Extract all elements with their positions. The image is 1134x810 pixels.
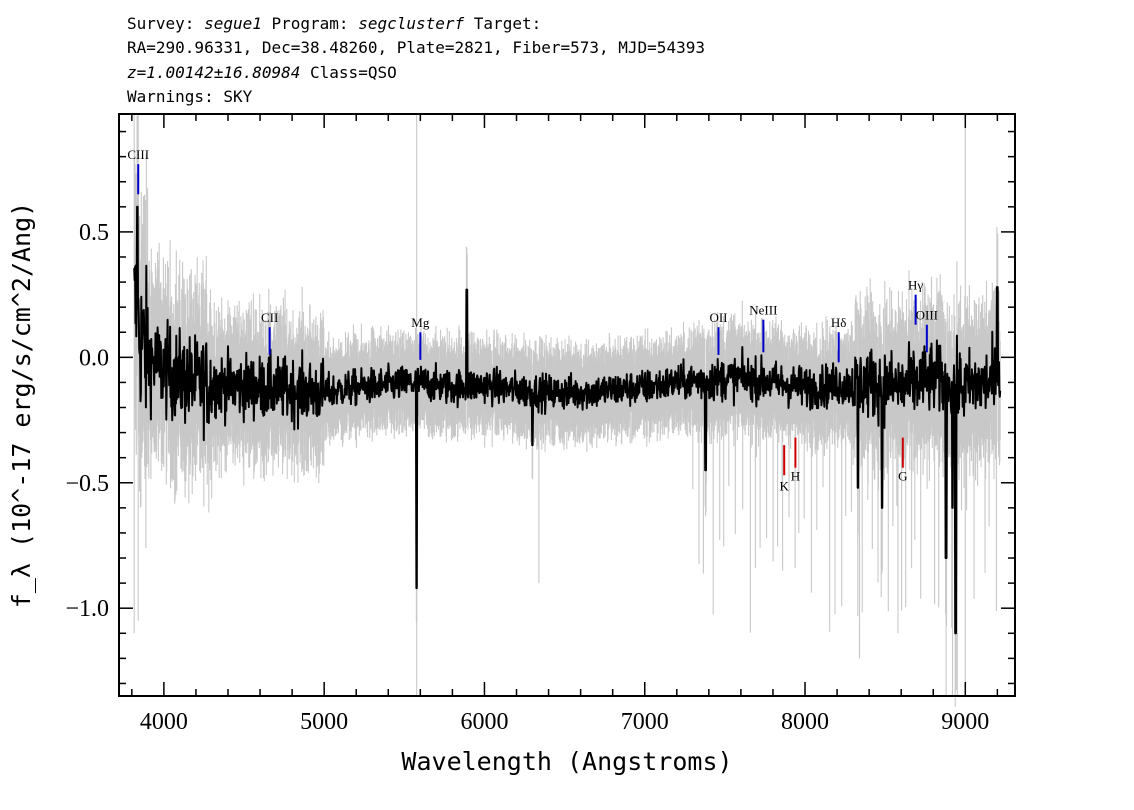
line-marker-mg: Mg xyxy=(411,315,430,360)
program-label: Program: xyxy=(261,14,359,33)
line-marker-oii: OII xyxy=(709,310,727,355)
y-tick-label: −1.0 xyxy=(65,596,109,622)
header-line-1: Survey: segue1 Program: segclusterf Targ… xyxy=(127,14,541,33)
line-marker-ciii: CIII xyxy=(127,147,149,195)
x-tick-label: 8000 xyxy=(781,709,829,735)
plot-frame xyxy=(118,113,1016,697)
class-value: Class=QSO xyxy=(300,63,397,82)
line-marker-oiii: OIII xyxy=(916,308,938,353)
x-tick-label: 6000 xyxy=(460,709,508,735)
x-tick-label: 9000 xyxy=(941,709,989,735)
y-tick-label: 0.5 xyxy=(79,220,109,246)
line-marker-cii: CII xyxy=(261,310,278,355)
header-line-3: z=1.00142±16.80984 Class=QSO xyxy=(127,63,397,82)
line-marker-label: Hγ xyxy=(908,278,923,293)
flux-line-layer xyxy=(133,205,1002,635)
y-axis-title: f_λ (10^-17 erg/s/cm^2/Ang) xyxy=(7,202,36,608)
line-marker-label: K xyxy=(779,478,789,493)
line-marker-label: H xyxy=(791,468,800,483)
line-marker-label: CIII xyxy=(127,147,149,162)
y-tick-label: −0.5 xyxy=(65,471,109,497)
survey-value: segue1 xyxy=(204,14,262,33)
x-tick-label: 5000 xyxy=(300,709,348,735)
line-marker-label: G xyxy=(898,468,907,483)
header-line-4: Warnings: SKY xyxy=(127,87,253,106)
line-marker-neiii: NeIII xyxy=(749,303,777,353)
y-tick-label: 0.0 xyxy=(79,345,109,371)
program-value: segclusterf xyxy=(358,14,465,33)
x-axis-title: Wavelength (Angstroms) xyxy=(401,747,732,776)
target-label: Target: xyxy=(464,14,542,33)
x-tick-label: 4000 xyxy=(140,709,188,735)
x-tick-label: 7000 xyxy=(621,709,669,735)
line-marker-hγ: Hγ xyxy=(908,278,923,325)
line-marker-hδ: Hδ xyxy=(831,315,847,363)
flux-line xyxy=(133,205,1002,635)
header-line-2: RA=290.96331, Dec=38.48260, Plate=2821, … xyxy=(127,38,705,57)
line-marker-label: NeIII xyxy=(749,303,777,318)
line-marker-label: Mg xyxy=(411,315,430,330)
axes-layer: 4000 5000 6000 7000 8000 9000 −1.0 −0.5 0.0 0.5 xyxy=(65,113,1016,735)
redshift-value: z=1.00142±16.80984 xyxy=(127,63,301,82)
line-marker-label: CII xyxy=(261,310,278,325)
line-marker-h: H xyxy=(791,437,800,483)
line-marker-label: OIII xyxy=(916,308,938,323)
line-marker-g: G xyxy=(898,437,907,483)
survey-label: Survey: xyxy=(127,14,205,33)
line-marker-layer: CIII CII Mg OII NeIII Hδ Hγ OIII KH G xyxy=(127,147,938,493)
line-marker-k: K xyxy=(779,445,789,493)
line-marker-label: Hδ xyxy=(831,315,847,330)
line-marker-label: OII xyxy=(709,310,727,325)
